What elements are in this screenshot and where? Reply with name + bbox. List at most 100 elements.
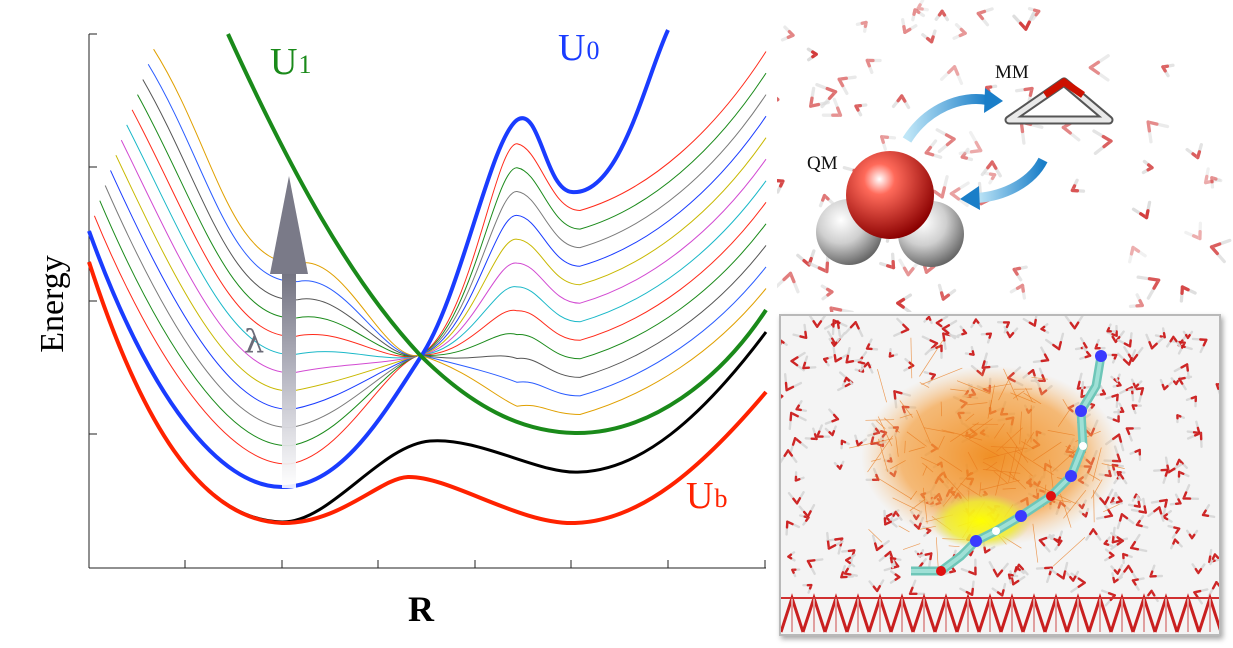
water-molecule bbox=[789, 492, 804, 503]
water-molecule bbox=[937, 130, 954, 152]
water-molecule bbox=[777, 273, 798, 291]
water-molecule bbox=[1212, 240, 1230, 261]
water-molecule bbox=[939, 285, 954, 299]
transfer-arrowhead-down bbox=[960, 186, 980, 210]
water-molecule bbox=[781, 450, 796, 462]
simulation-scene bbox=[781, 316, 1219, 634]
water-molecule bbox=[891, 571, 899, 582]
simulation-snapshot-inset bbox=[779, 314, 1221, 636]
qm-mm-scene bbox=[777, 0, 1233, 312]
water-molecule bbox=[822, 286, 832, 299]
water-molecule bbox=[1112, 565, 1122, 573]
water-molecule bbox=[903, 20, 916, 33]
water-molecule bbox=[803, 357, 815, 368]
ub-curve-label: Ub bbox=[686, 474, 727, 518]
water-molecule bbox=[1066, 316, 1083, 328]
water-molecule bbox=[918, 0, 927, 9]
water-molecule bbox=[894, 319, 908, 336]
series-line-u0 bbox=[89, 30, 668, 487]
water-molecule bbox=[796, 472, 804, 480]
water-molecule bbox=[1129, 388, 1143, 401]
water-molecule bbox=[1171, 540, 1181, 549]
water-molecule bbox=[1148, 507, 1163, 520]
water-molecule bbox=[806, 429, 817, 439]
density-fiber bbox=[899, 526, 910, 532]
water-molecule bbox=[1132, 380, 1141, 388]
water-molecule bbox=[857, 22, 866, 31]
water-molecule bbox=[1137, 516, 1147, 527]
water-molecule bbox=[1034, 348, 1048, 362]
water-molecule bbox=[1042, 324, 1048, 332]
water-molecule bbox=[1046, 334, 1063, 349]
water-molecule bbox=[985, 173, 994, 182]
water-molecule bbox=[1105, 538, 1112, 547]
water-molecule bbox=[811, 88, 829, 106]
y-axis-label: Energy bbox=[34, 239, 72, 369]
water-molecule bbox=[881, 254, 894, 267]
water-molecule bbox=[1203, 505, 1214, 517]
lambda-curve bbox=[100, 73, 766, 446]
water-molecule bbox=[809, 316, 825, 327]
u1-curve-label: U1 bbox=[270, 40, 311, 84]
water-molecule bbox=[794, 325, 807, 338]
water-molecule bbox=[936, 11, 947, 19]
water-molecule bbox=[894, 96, 909, 107]
qm-mm-inset: MM QM bbox=[777, 0, 1233, 312]
water-molecule bbox=[966, 347, 974, 354]
water-molecule bbox=[867, 60, 880, 72]
water-molecule bbox=[1071, 574, 1084, 592]
water-molecule bbox=[978, 9, 992, 25]
qm-label: QM bbox=[807, 153, 838, 175]
density-fiber bbox=[919, 339, 943, 377]
water-molecule bbox=[1024, 316, 1037, 326]
water-molecule bbox=[841, 441, 848, 448]
density-fiber bbox=[877, 369, 886, 402]
water-molecule bbox=[1187, 531, 1197, 538]
water-molecule bbox=[1187, 397, 1196, 406]
water-molecule bbox=[1175, 364, 1189, 378]
water-molecule bbox=[873, 536, 889, 550]
water-molecule bbox=[1108, 355, 1116, 362]
transfer-arrowhead-up bbox=[984, 88, 1003, 113]
water-molecule bbox=[923, 31, 935, 42]
u0-label-sub: 0 bbox=[586, 36, 599, 65]
lambda-curve bbox=[94, 52, 766, 464]
lambda-curve bbox=[121, 140, 766, 373]
water-molecule bbox=[792, 570, 799, 577]
water-molecule bbox=[982, 334, 991, 343]
water-molecule bbox=[1193, 339, 1206, 352]
water-sticks bbox=[777, 0, 1230, 312]
water-molecule bbox=[1144, 591, 1157, 601]
water-molecule bbox=[788, 552, 794, 560]
water-molecule bbox=[1131, 535, 1146, 551]
water-molecule bbox=[960, 133, 980, 154]
water-molecule bbox=[787, 522, 799, 535]
mm-water bbox=[1009, 82, 1109, 120]
water-molecule bbox=[1163, 65, 1173, 75]
u0-curve-label: U0 bbox=[558, 26, 599, 70]
water-molecule bbox=[1123, 554, 1131, 563]
water-molecule bbox=[1148, 122, 1167, 142]
water-molecule bbox=[781, 341, 787, 348]
water-molecule bbox=[1186, 223, 1201, 238]
u0-label-text: U bbox=[558, 27, 585, 69]
water-molecule bbox=[990, 562, 1008, 576]
energy-plot-svg bbox=[0, 0, 770, 643]
water-molecule bbox=[971, 320, 981, 327]
energy-plot: Energy R U1 U0 Ub λ bbox=[0, 0, 770, 643]
water-molecule bbox=[1188, 433, 1201, 447]
water-molecule bbox=[1194, 589, 1207, 603]
water-molecule bbox=[856, 105, 866, 115]
water-molecule bbox=[826, 427, 836, 435]
mineral-surface bbox=[781, 598, 1219, 632]
water-molecule bbox=[781, 389, 782, 405]
water-molecule bbox=[882, 137, 895, 149]
water-molecule bbox=[1181, 287, 1195, 301]
density-fiber bbox=[903, 544, 920, 550]
water-molecule bbox=[962, 560, 976, 575]
water-molecule bbox=[958, 327, 966, 336]
water-molecule bbox=[1171, 495, 1181, 505]
qm-water bbox=[816, 151, 964, 267]
water-molecule bbox=[1108, 325, 1115, 332]
water-molecule bbox=[1011, 285, 1024, 298]
